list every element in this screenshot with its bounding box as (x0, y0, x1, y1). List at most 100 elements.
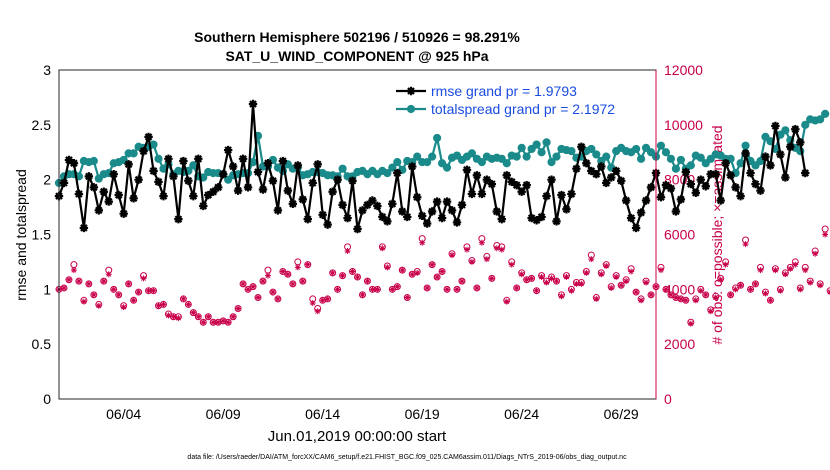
series-point (303, 214, 312, 224)
obs-count-point (757, 267, 764, 274)
obs-count-point (135, 289, 142, 296)
series-point (776, 150, 785, 159)
obs-count-point (633, 289, 640, 296)
series-point (442, 163, 452, 172)
series-point (119, 209, 128, 218)
series-point (716, 196, 725, 205)
y-tick-label: 1.5 (32, 227, 52, 243)
series-point (84, 172, 94, 181)
series-point (741, 149, 750, 158)
series-point (512, 152, 521, 161)
series-point (537, 212, 546, 222)
series-point (711, 169, 720, 179)
obs-count-point (374, 286, 381, 293)
series-point (557, 190, 566, 200)
obs-count-point (648, 291, 655, 298)
obs-count-point (528, 275, 535, 282)
obs-count-point (200, 319, 207, 326)
obs-count-point (329, 269, 336, 276)
obs-count-point (682, 297, 689, 304)
obs-count-point (210, 319, 217, 326)
legend-entry: totalspread grand pr = 2.1972 (396, 101, 615, 117)
y-right-tick-label: 10000 (664, 117, 703, 133)
obs-count-point (245, 286, 252, 293)
obs-count-point (543, 279, 550, 286)
series-point (447, 206, 457, 215)
series-point (641, 196, 651, 205)
series-point (104, 197, 113, 206)
legend: rmse grand pr = 1.9793 totalspread grand … (396, 83, 615, 117)
series-point (691, 188, 700, 198)
x-tick-label: 06/04 (106, 406, 141, 422)
series-point (403, 212, 412, 222)
series-point (114, 190, 123, 200)
obs-count-point (782, 271, 789, 278)
obs-count-point (548, 275, 555, 282)
series-point (756, 186, 765, 195)
series-point (761, 152, 770, 161)
series-point (189, 161, 198, 170)
series-point (323, 220, 332, 229)
series-point (821, 109, 830, 118)
obs-count-point (578, 280, 585, 287)
series-point (174, 214, 183, 224)
obs-count-point (170, 313, 177, 320)
obs-count-point (717, 276, 724, 283)
series-point (801, 168, 810, 178)
series-point (676, 195, 686, 204)
obs-count-point (70, 267, 77, 274)
series-point (631, 223, 641, 233)
y-right-tick-label: 0 (664, 391, 672, 407)
obs-count-point (120, 304, 127, 311)
series-point (338, 200, 347, 210)
series-point (348, 176, 357, 185)
obs-count-point (259, 278, 266, 285)
series-point (333, 175, 342, 184)
obs-count-point (394, 283, 401, 290)
obs-count-point (608, 284, 615, 291)
series-point (189, 191, 198, 201)
series-point (507, 177, 516, 187)
series-point (602, 152, 611, 161)
obs-count-point (130, 297, 137, 304)
obs-count-point (309, 300, 316, 307)
obs-count-point (702, 291, 709, 298)
obs-count-point (339, 272, 346, 279)
series-point (502, 171, 511, 180)
series-point (398, 165, 407, 174)
series-point (393, 168, 402, 178)
series-point (268, 155, 278, 165)
series-point (422, 219, 432, 228)
y-tick-label: 0 (43, 391, 51, 407)
series-point (134, 175, 143, 184)
series-point (686, 179, 696, 189)
series-point (228, 162, 238, 171)
series-point (149, 166, 158, 176)
obs-count-point (304, 261, 311, 268)
series-point (746, 168, 755, 178)
obs-count-point (65, 276, 72, 283)
series-point (661, 180, 671, 190)
series-point (94, 206, 103, 215)
obs-count-point (817, 282, 824, 289)
series-point (393, 158, 402, 167)
series-point (383, 217, 392, 226)
obs-count-point (424, 284, 431, 291)
series-point (736, 191, 745, 201)
obs-count-point (603, 263, 610, 270)
obs-count-point (533, 287, 540, 294)
series-point (253, 167, 263, 177)
chart-title-line1: Southern Hemisphere 502196 / 510926 = 98… (194, 29, 520, 45)
obs-count-point (458, 278, 465, 285)
obs-count-point (205, 313, 212, 320)
obs-count-point (384, 264, 391, 271)
obs-count-point (319, 297, 326, 304)
series-point (74, 189, 84, 199)
obs-count-point (294, 264, 301, 271)
series-point (437, 213, 447, 223)
obs-count-point (215, 319, 222, 326)
series-point (423, 158, 432, 167)
obs-count-point (344, 247, 351, 254)
obs-count-point (264, 272, 271, 279)
obs-count-point (90, 291, 97, 298)
